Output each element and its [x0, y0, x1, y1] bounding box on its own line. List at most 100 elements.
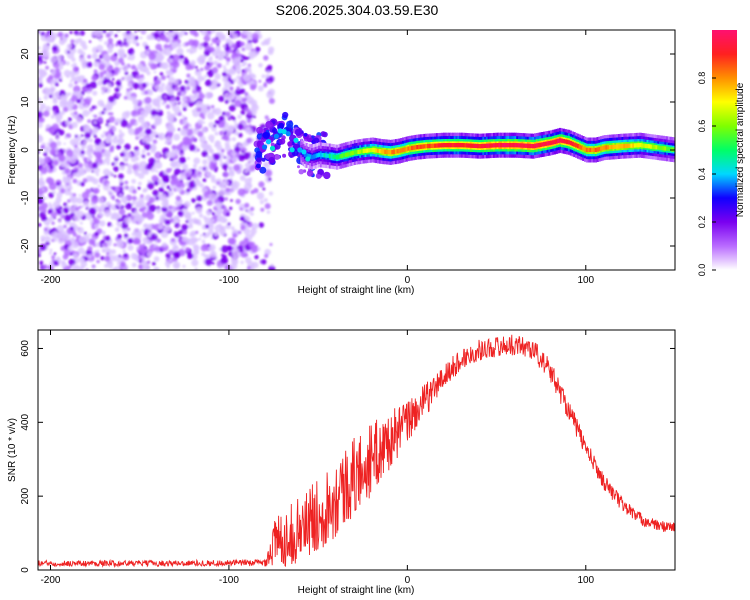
spectrogram-noise-cell: [174, 199, 182, 207]
spectrogram-noise-cell: [58, 219, 62, 223]
spectrogram-noise-cell: [69, 226, 74, 231]
spectrogram-cell: [476, 143, 480, 149]
spectrogram-noise-cell: [75, 204, 78, 208]
spectrogram-noise-cell: [73, 111, 78, 115]
spectrogram-blob: [255, 163, 261, 169]
spectrogram-noise-cell: [125, 90, 132, 97]
spectrogram-noise-cell: [131, 219, 137, 224]
spectrogram-noise-cell: [177, 224, 181, 228]
spectrogram-noise-cell: [71, 76, 77, 82]
spectrogram-cell: [428, 143, 432, 149]
spectrogram-cell: [459, 143, 462, 148]
spectrogram-noise-cell: [139, 162, 143, 166]
spectrogram-noise-cell: [67, 92, 72, 96]
spectrogram-noise-cell: [155, 232, 158, 236]
spectrogram-noise-cell: [177, 112, 182, 116]
spectrogram-noise-cell: [104, 235, 111, 242]
spectrogram-noise-cell: [110, 224, 114, 227]
spectrogram-noise-cell: [232, 33, 238, 39]
spectrogram-noise-cell: [223, 180, 229, 187]
spectrogram-noise-cell: [215, 56, 218, 59]
spectrogram-noise-cell: [78, 142, 82, 146]
spectrogram-noise-cell: [46, 177, 53, 184]
spectrogram-noise-cell: [61, 260, 66, 265]
spectrogram-noise-cell: [89, 260, 93, 263]
spectrogram-noise-cell: [58, 180, 61, 184]
spectrogram-noise-cell: [66, 182, 69, 186]
spectrogram-cell: [544, 141, 548, 146]
spectrogram-noise-cell: [125, 76, 132, 82]
spectrogram-noise-cell: [241, 150, 245, 154]
spectrogram-cell: [494, 143, 498, 148]
spectrogram-cell: [669, 147, 672, 152]
snr-marks: [38, 334, 675, 569]
snr-y-ticks: 0 200 400 600: [20, 340, 675, 573]
spectrogram-noise-cell: [181, 91, 185, 96]
spectrogram-cell: [603, 145, 606, 150]
spectrogram-y-tick-label: 10: [20, 96, 31, 108]
spectrogram-noise-cell: [63, 244, 70, 250]
spectrogram-cell: [646, 144, 649, 149]
spectrogram-cell: [584, 147, 587, 152]
spectrogram-noise-cell: [141, 30, 147, 33]
spectrogram-noise-cell: [93, 134, 97, 138]
spectrogram-noise-cell: [206, 61, 211, 66]
spectrogram-cell: [657, 145, 660, 150]
spectrogram-cell: [605, 145, 608, 150]
spectrogram-noise-cell: [262, 187, 266, 191]
spectrogram-noise-cell: [64, 188, 71, 196]
spectrogram-noise-cell: [42, 208, 47, 214]
spectrogram-noise-cell: [93, 69, 98, 73]
spectrogram-noise-cell: [50, 83, 53, 86]
spectrogram-noise-cell: [239, 207, 243, 211]
spectrogram-noise-cell: [178, 156, 186, 164]
spectrogram-noise-cell: [195, 100, 203, 108]
spectrogram-cell: [427, 143, 430, 149]
spectrogram-noise-cell: [209, 47, 215, 53]
spectrogram-noise-cell: [71, 121, 78, 129]
spectrogram-noise-cell: [192, 253, 198, 260]
spectrogram-cell: [450, 143, 453, 148]
spectrogram-noise-cell: [151, 130, 157, 136]
spectrogram-cell: [632, 143, 635, 148]
spectrogram-noise-cell: [143, 66, 150, 73]
spectrogram-noise-cell: [167, 87, 174, 95]
spectrogram-noise-cell: [231, 43, 237, 49]
spectrogram-noise-cell: [106, 255, 110, 260]
spectrogram-noise-cell: [155, 170, 159, 173]
spectrogram-noise-cell: [228, 252, 231, 256]
spectrogram-noise-cell: [251, 103, 258, 110]
spectrogram-noise-cell: [208, 134, 215, 142]
spectrogram-cell: [598, 146, 601, 152]
spectrogram-noise-cell: [100, 85, 107, 92]
spectrogram-noise-cell: [97, 196, 105, 204]
spectrogram-noise-cell: [51, 259, 55, 262]
spectrogram-noise-cell: [78, 182, 81, 186]
spectrogram-cell: [387, 150, 391, 155]
spectrogram-noise-cell: [69, 30, 73, 35]
spectrogram-noise-cell: [87, 119, 91, 123]
spectrogram-noise-cell: [85, 83, 91, 89]
spectrogram-noise-cell: [222, 205, 227, 210]
spectrogram-noise-cell: [139, 130, 147, 138]
spectrogram-noise-cell: [57, 237, 65, 244]
spectrogram-noise-cell: [169, 152, 175, 159]
spectrogram-noise-cell: [98, 63, 106, 71]
spectrogram-noise-cell: [126, 214, 130, 218]
spectrogram-noise-cell: [118, 129, 122, 133]
spectrogram-cell: [430, 143, 433, 148]
spectrogram-noise-cell: [222, 71, 227, 77]
spectrogram-noise-cell: [106, 260, 114, 268]
spectrogram-cell: [409, 146, 412, 151]
spectrogram-noise-cell: [203, 50, 210, 57]
spectrogram-noise-cell: [62, 207, 70, 214]
spectrogram-cell: [475, 143, 478, 149]
spectrogram-noise-cell: [93, 187, 100, 194]
spectrogram-noise-cell: [104, 156, 111, 163]
spectrogram-noise-cell: [101, 239, 105, 244]
spectrogram-noise-cell: [71, 57, 76, 62]
spectrogram-cell: [658, 145, 662, 150]
spectrogram-cell: [303, 152, 307, 157]
spectrogram-noise-cell: [72, 172, 77, 177]
spectrogram-noise-cell: [230, 256, 238, 264]
